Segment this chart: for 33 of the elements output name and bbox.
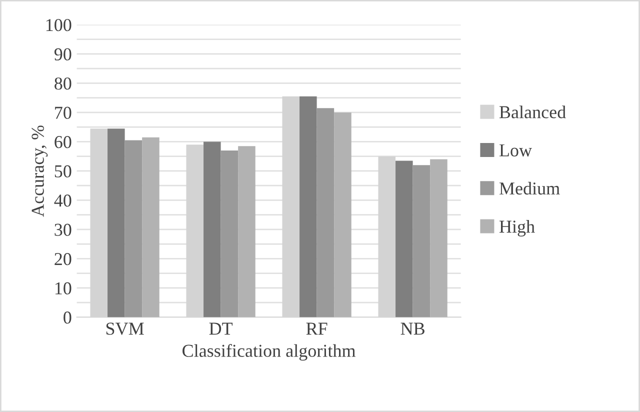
x-tick-label: SVM bbox=[106, 322, 144, 335]
legend-label: High bbox=[499, 220, 535, 236]
y-tick-label: 80 bbox=[54, 77, 72, 90]
x-tick-label: DT bbox=[209, 322, 233, 335]
x-tick-label: RF bbox=[306, 322, 328, 335]
bar bbox=[396, 160, 413, 318]
legend-label: Low bbox=[499, 144, 532, 156]
bar bbox=[316, 108, 334, 318]
x-axis-title: Classification algorithm bbox=[182, 344, 356, 361]
bar bbox=[300, 96, 317, 318]
bar bbox=[238, 146, 256, 318]
bar bbox=[204, 142, 221, 318]
bar bbox=[142, 137, 160, 318]
y-tick-label: 100 bbox=[46, 18, 72, 32]
y-tick-label: 0 bbox=[64, 311, 72, 324]
bar bbox=[412, 165, 430, 318]
bar bbox=[220, 150, 238, 318]
bar bbox=[108, 128, 125, 318]
y-tick-label: 70 bbox=[55, 106, 72, 119]
x-tick-label: NB bbox=[400, 322, 424, 335]
y-axis-title: Accuracy, % bbox=[32, 126, 48, 217]
y-tick-label: 20 bbox=[54, 252, 72, 266]
y-tick-label: 40 bbox=[54, 194, 72, 207]
legend-label: Medium bbox=[499, 182, 560, 195]
bar bbox=[430, 159, 448, 318]
y-tick-label: 60 bbox=[54, 136, 72, 148]
bar bbox=[124, 140, 142, 318]
y-tick-label: 50 bbox=[54, 165, 72, 178]
y-tick-label: 30 bbox=[54, 224, 72, 236]
y-tick-label: 10 bbox=[55, 282, 72, 294]
legend-label: Balanced bbox=[499, 106, 566, 118]
y-tick-label: 90 bbox=[54, 48, 72, 60]
bar bbox=[334, 112, 352, 318]
